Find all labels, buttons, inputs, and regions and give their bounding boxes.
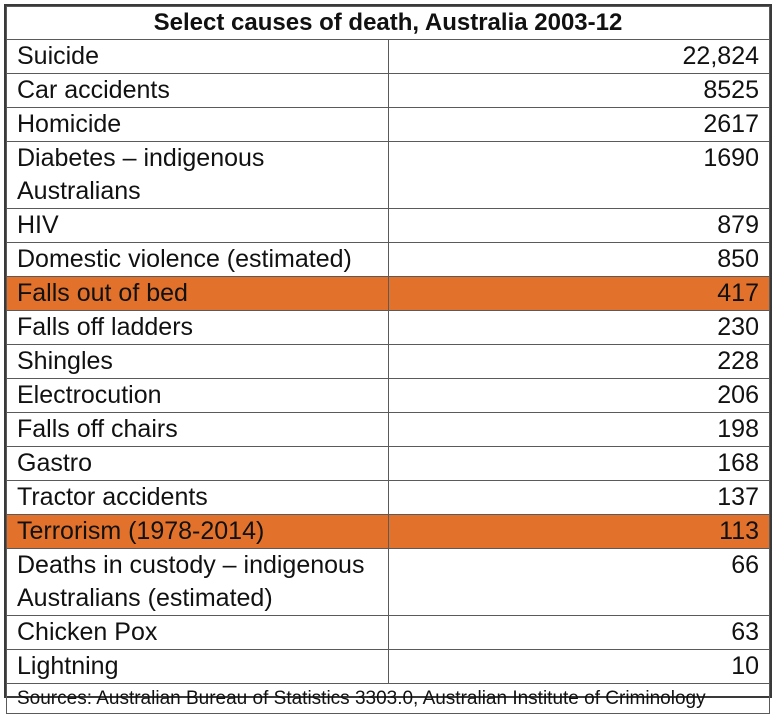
deaths-value-cell: 66	[387, 548, 770, 616]
table-row: Shingles 228	[6, 344, 770, 379]
title-row: Select causes of death, Australia 2003-1…	[6, 6, 770, 40]
deaths-value-cell: 2617	[387, 107, 770, 142]
table-row: HIV 879	[6, 208, 770, 243]
table-row: Diabetes – indigenous Australians 1690	[6, 141, 770, 209]
cause-cell: Gastro	[6, 446, 389, 481]
cause-cell: Falls out of bed	[6, 276, 389, 311]
table-row: Homicide 2617	[6, 107, 770, 142]
cause-cell: Electrocution	[6, 378, 389, 413]
table-row: Falls off chairs 198	[6, 412, 770, 447]
causes-of-death-table: Select causes of death, Australia 2003-1…	[6, 6, 770, 714]
table-row: Falls out of bed 417	[6, 276, 770, 311]
cause-cell: Falls off chairs	[6, 412, 389, 447]
deaths-value-cell: 22,824	[387, 39, 770, 74]
deaths-value-cell: 113	[387, 514, 770, 549]
table-row: Lightning 10	[6, 649, 770, 684]
deaths-value-cell: 1690	[387, 141, 770, 209]
table-row: Falls off ladders 230	[6, 310, 770, 345]
cause-cell: Falls off ladders	[6, 310, 389, 345]
table-row: Chicken Pox 63	[6, 615, 770, 650]
deaths-value-cell: 137	[387, 480, 770, 515]
table-row: Gastro 168	[6, 446, 770, 481]
deaths-value-cell: 230	[387, 310, 770, 345]
deaths-value-cell: 168	[387, 446, 770, 481]
deaths-value-cell: 206	[387, 378, 770, 413]
deaths-value-cell: 8525	[387, 73, 770, 108]
deaths-value-cell: 63	[387, 615, 770, 650]
cause-cell: Homicide	[6, 107, 389, 142]
deaths-value-cell: 10	[387, 649, 770, 684]
causes-of-death-table-container: Select causes of death, Australia 2003-1…	[4, 4, 772, 714]
source-note: Sources: Australian Bureau of Statistics…	[6, 683, 770, 714]
table-row: Terrorism (1978-2014) 113	[6, 514, 770, 549]
cause-cell: Lightning	[6, 649, 389, 684]
table-row: Deaths in custody – indigenous Australia…	[6, 548, 770, 616]
cause-cell: Domestic violence (estimated)	[6, 242, 389, 277]
deaths-value-cell: 228	[387, 344, 770, 379]
table-title: Select causes of death, Australia 2003-1…	[6, 6, 770, 40]
deaths-value-cell: 879	[387, 208, 770, 243]
deaths-value-cell: 198	[387, 412, 770, 447]
cause-cell: Diabetes – indigenous Australians	[6, 141, 389, 209]
table-row: Domestic violence (estimated) 850	[6, 242, 770, 277]
cause-cell: Tractor accidents	[6, 480, 389, 515]
cause-cell: Shingles	[6, 344, 389, 379]
table-row: Electrocution 206	[6, 378, 770, 413]
deaths-value-cell: 417	[387, 276, 770, 311]
cause-cell: HIV	[6, 208, 389, 243]
source-row: Sources: Australian Bureau of Statistics…	[6, 683, 770, 714]
cause-cell: Car accidents	[6, 73, 389, 108]
table-row: Car accidents 8525	[6, 73, 770, 108]
table-row: Tractor accidents 137	[6, 480, 770, 515]
cause-cell: Terrorism (1978-2014)	[6, 514, 389, 549]
deaths-value-cell: 850	[387, 242, 770, 277]
cause-cell: Chicken Pox	[6, 615, 389, 650]
table-body: Suicide 22,824 Car accidents 8525 Homicide 26…	[6, 39, 770, 684]
cause-cell: Deaths in custody – indigenous Australia…	[6, 548, 389, 616]
cause-cell: Suicide	[6, 39, 389, 74]
table-row: Suicide 22,824	[6, 39, 770, 74]
